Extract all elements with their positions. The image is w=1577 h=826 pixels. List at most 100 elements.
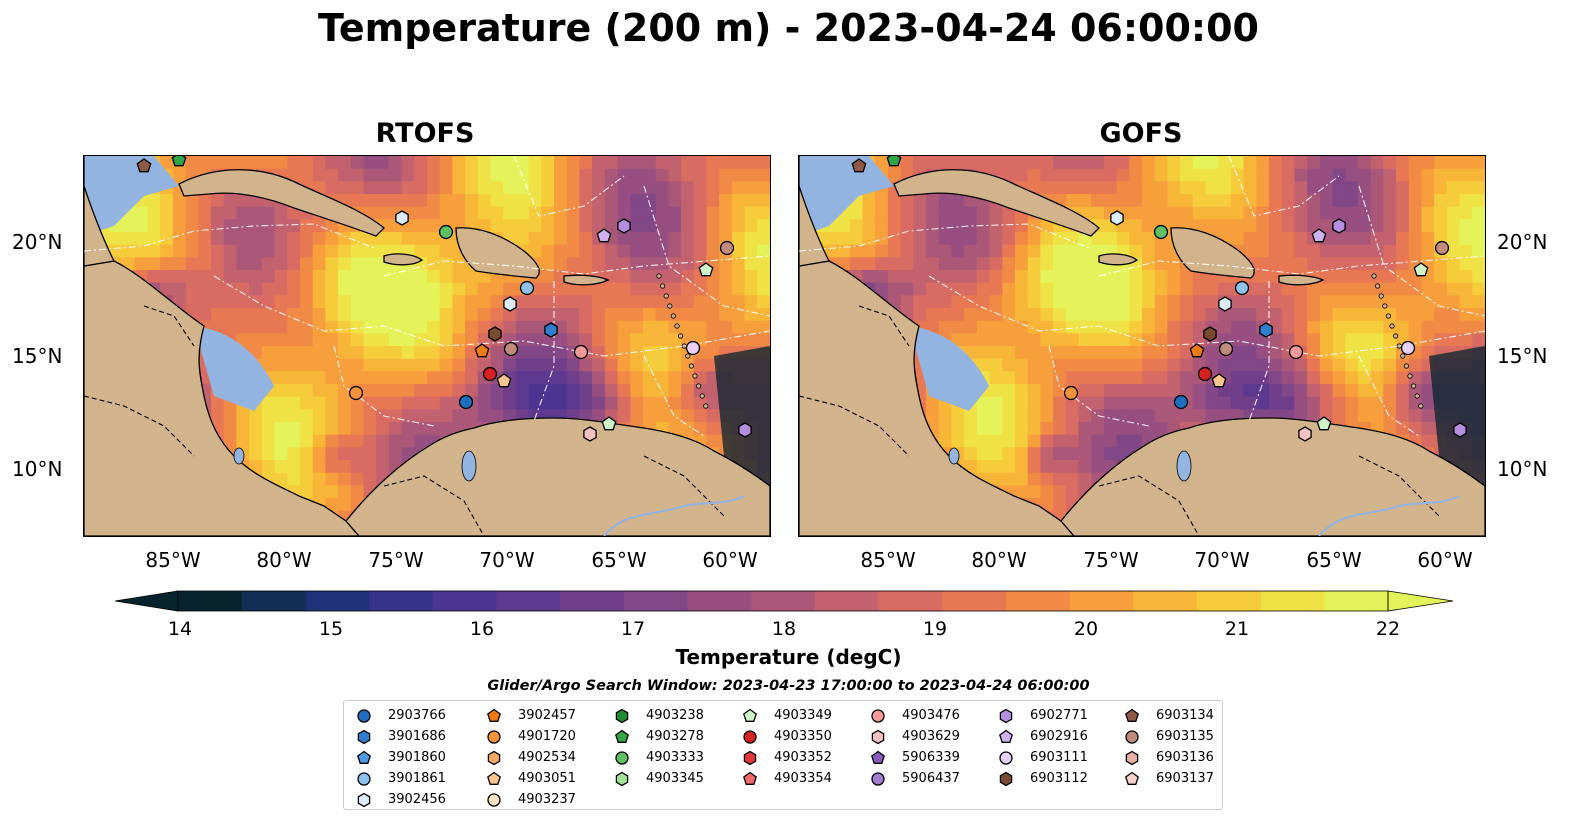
legend-marker-6903135 <box>1125 729 1139 744</box>
float-marker-3902456 <box>395 210 409 226</box>
map-gofs[interactable] <box>798 155 1486 537</box>
legend-label: 4903051 <box>518 771 576 786</box>
hexagon-marker-icon <box>615 771 629 786</box>
legend-item-5906339: 5906339 <box>868 747 960 768</box>
land-polygon <box>84 260 360 536</box>
legend-label: 5906437 <box>902 771 960 786</box>
legend-item-6902771: 6902771 <box>996 705 1088 726</box>
float-marker-4903476 <box>1288 344 1304 360</box>
land-polygon <box>383 253 424 266</box>
colorbar-bin <box>1196 591 1262 611</box>
legend-marker-4901720 <box>487 729 501 744</box>
legend-label: 3902457 <box>518 708 576 723</box>
colorbar-tick-19: 19 <box>922 618 948 640</box>
pentagon-marker-icon <box>357 750 371 764</box>
legend-label: 4903476 <box>902 708 960 723</box>
legend-marker-4903333 <box>615 750 629 765</box>
float-marker-4903051 <box>1211 373 1227 388</box>
legend-item-3902457: 3902457 <box>484 705 576 726</box>
float-marker-6902916 <box>1311 228 1327 243</box>
float-marker-6903135 <box>1434 240 1450 256</box>
map-gofs-canvas <box>799 156 1485 536</box>
colorbar-bin <box>942 591 1007 611</box>
lat-label-left-20n: 20°N <box>12 230 63 254</box>
colorbar-bin <box>1324 591 1389 611</box>
legend-label: 4903345 <box>646 771 704 786</box>
colorbar-bin <box>241 591 306 611</box>
map-rtofs[interactable] <box>83 155 771 537</box>
legend-item-6903134: 6903134 <box>1122 705 1214 726</box>
legend-label: 2903766 <box>388 708 446 723</box>
lat-label-right-20n: 20°N <box>1497 230 1548 254</box>
colorbar-bin <box>814 591 879 611</box>
legend-marker-6903137 <box>1125 771 1139 785</box>
colorbar-bin <box>369 591 434 611</box>
float-marker-3902456 <box>1218 296 1232 312</box>
float-marker-6903135 <box>1218 341 1234 357</box>
colorbar-bin <box>623 591 688 611</box>
legend-item-3901860: 3901860 <box>354 747 446 768</box>
legend-marker-3901860 <box>357 750 371 764</box>
float-marker-3902456 <box>503 296 517 312</box>
legend-marker-4903476 <box>871 708 885 723</box>
land-polygon <box>799 156 830 267</box>
lon-label-rtofs-80w: 80°W <box>256 548 312 572</box>
hexagon-marker-icon <box>487 750 501 765</box>
legend-marker-4903629 <box>871 729 885 744</box>
legend-label: 6903135 <box>1156 729 1214 744</box>
legend-item-4903352: 4903352 <box>740 747 832 768</box>
colorbar-bin <box>687 591 752 611</box>
pentagon-marker-icon <box>871 750 885 764</box>
legend-item-6903111: 6903111 <box>996 747 1088 768</box>
float-marker-6902771 <box>617 218 631 234</box>
pentagon-marker-icon <box>615 729 629 743</box>
float-marker-4903629 <box>583 426 597 442</box>
circle-marker-icon <box>999 750 1013 765</box>
lon-label-rtofs-75w: 75°W <box>368 548 424 572</box>
hexagon-marker-icon <box>871 729 885 744</box>
legend-item-4903333: 4903333 <box>612 747 704 768</box>
circle-marker-icon <box>871 771 885 786</box>
legend-marker-4903352 <box>743 750 757 765</box>
hexagon-marker-icon <box>1125 750 1139 765</box>
float-marker-6903112 <box>1203 326 1217 342</box>
pentagon-marker-icon <box>1125 771 1139 785</box>
circle-marker-icon <box>743 729 757 744</box>
legend-label: 5906339 <box>902 750 960 765</box>
legend-marker-6903136 <box>1125 750 1139 765</box>
legend-column: 6902771 6902916 6903111 6903112 <box>996 705 1088 789</box>
legend-item-4903354: 4903354 <box>740 768 832 789</box>
legend-marker-4903278 <box>615 729 629 743</box>
circle-marker-icon <box>871 708 885 723</box>
hexagon-marker-icon <box>743 750 757 765</box>
float-marker-6903134 <box>136 158 152 173</box>
legend-item-6903112: 6903112 <box>996 768 1088 789</box>
legend-label: 4903238 <box>646 708 704 723</box>
legend-column: 4903476 4903629 5906339 5906437 <box>868 705 960 789</box>
legend-marker-3901861 <box>357 771 371 786</box>
legend-marker-3902457 <box>487 708 501 722</box>
float-marker-4903350 <box>1197 366 1213 382</box>
float-marker-3902456 <box>1110 210 1124 226</box>
legend-label: 4903237 <box>518 792 576 807</box>
legend-label: 3901686 <box>388 729 446 744</box>
float-marker-4903629 <box>1298 426 1312 442</box>
colorbar-bin <box>496 591 561 611</box>
pentagon-marker-icon <box>1125 708 1139 722</box>
float-marker-2903766 <box>458 394 474 410</box>
legend-column: 4903238 4903278 4903333 4903345 <box>612 705 704 789</box>
hexagon-marker-icon <box>999 771 1013 786</box>
legend-label: 4901720 <box>518 729 576 744</box>
legend-marker-4903051 <box>487 771 501 785</box>
pentagon-marker-icon <box>743 771 757 785</box>
legend-item-3902456: 3902456 <box>354 789 446 810</box>
legend-item-4903278: 4903278 <box>612 726 704 747</box>
colorbar-tick-17: 17 <box>620 618 646 640</box>
colorbar-label: Temperature (degC) <box>675 645 902 669</box>
hexagon-marker-icon <box>615 708 629 723</box>
legend-label: 3901861 <box>388 771 446 786</box>
legend-marker-4903345 <box>615 771 629 786</box>
lon-label-gofs-85w: 85°W <box>860 548 916 572</box>
land-polygon <box>1098 253 1139 266</box>
legend-item-3901861: 3901861 <box>354 768 446 789</box>
